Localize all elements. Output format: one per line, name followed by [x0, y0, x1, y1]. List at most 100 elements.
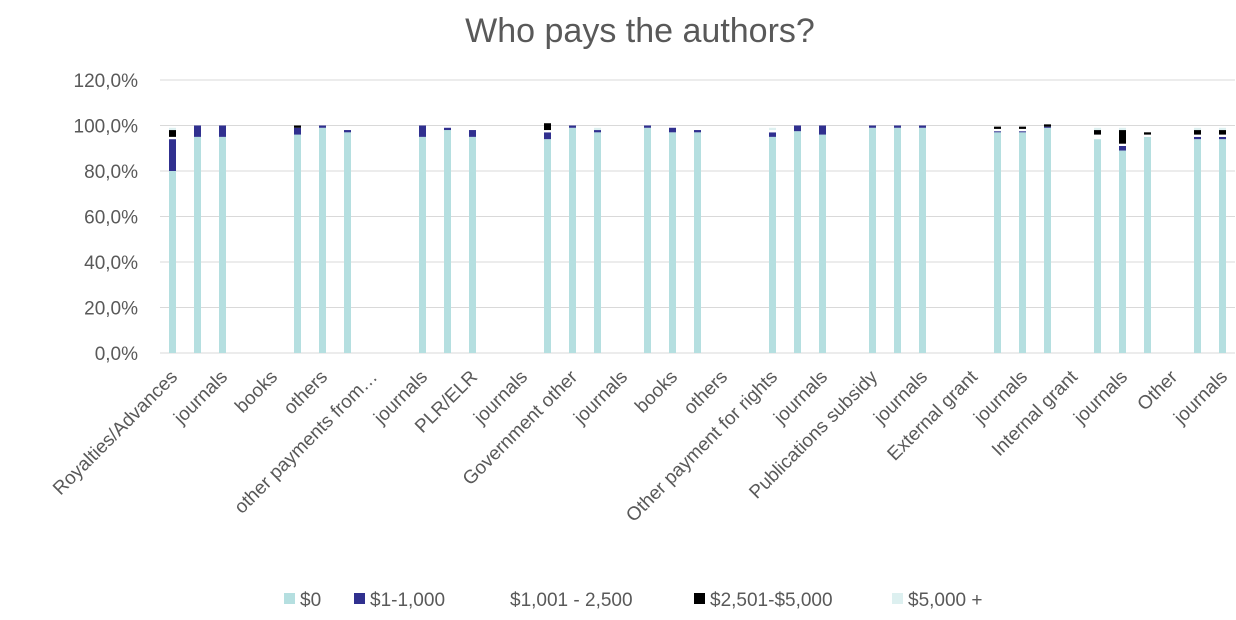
bar-segment [769, 132, 776, 137]
bar-segment [1194, 134, 1201, 137]
bar-segment [694, 132, 701, 353]
bar-segment [1144, 136, 1151, 353]
bar-segment [819, 134, 826, 353]
x-tick-label: books [231, 367, 282, 418]
bar-segment [544, 132, 551, 140]
bar-segment [1194, 130, 1201, 135]
bar-segment [194, 125, 201, 137]
bar-segment [1044, 127, 1051, 354]
y-tick-label: 0,0% [95, 344, 138, 365]
bar-segment [1044, 124, 1051, 127]
bar-segment [419, 125, 426, 137]
legend-label: $1-1,000 [370, 590, 445, 611]
bar-segment [344, 132, 351, 353]
bar-segment [994, 132, 1001, 353]
x-tick-label: External grant [884, 366, 983, 465]
bar-segment [1219, 130, 1226, 135]
y-tick-label: 40,0% [84, 253, 138, 274]
bar-segment [694, 130, 701, 133]
x-tick-label: journals [1169, 367, 1232, 430]
x-tick-label: Royalties/Advances [49, 367, 182, 500]
bar-segment [769, 136, 776, 353]
bar-segment [344, 130, 351, 133]
y-axis-ticks: 0,0% 20,0% 40,0% 60,0% 80,0% 100,0% 120,0% [74, 71, 139, 365]
bar-segment [169, 127, 176, 131]
legend-swatch [354, 593, 365, 604]
legend-label: $0 [300, 590, 321, 611]
bar-segment [919, 127, 926, 354]
legend-swatch [694, 593, 705, 604]
bar-segment [1094, 134, 1101, 140]
bar-segment [1144, 134, 1151, 137]
legend-swatch [494, 593, 505, 604]
bar-segment [1019, 131, 1026, 133]
bar-segment [1094, 130, 1101, 135]
bar-segment [469, 136, 476, 353]
bar-segment [794, 125, 801, 132]
bar-segment [1119, 127, 1126, 131]
bar-segment [594, 130, 601, 133]
bar-segment [1144, 132, 1151, 135]
bar-segment [194, 136, 201, 353]
bars [169, 123, 1226, 354]
x-tick-label: journals [569, 367, 632, 430]
bar-segment [169, 139, 176, 171]
bar-segment [169, 130, 176, 137]
bar-segment [1219, 136, 1226, 140]
bar-segment [544, 130, 551, 133]
bar-segment [594, 132, 601, 353]
bar-segment [894, 127, 901, 354]
y-tick-label: 20,0% [84, 299, 138, 320]
x-tick-label: books [631, 367, 682, 418]
bar-segment [1219, 134, 1226, 137]
bar-segment [319, 125, 326, 128]
bar-segment [769, 127, 776, 131]
bar-segment [994, 126, 1001, 129]
bar-segment [169, 136, 176, 140]
bar-segment [994, 128, 1001, 132]
bar-segment [644, 127, 651, 354]
legend-swatch [892, 593, 903, 604]
bar-segment [569, 127, 576, 354]
bar-segment [294, 127, 301, 135]
bar-segment [1219, 139, 1226, 353]
y-tick-label: 120,0% [74, 71, 139, 92]
bar-segment [819, 125, 826, 135]
x-tick-label: journals [169, 367, 232, 430]
bar-segment [569, 125, 576, 128]
legend-label: $2,501-$5,000 [710, 590, 833, 611]
bar-segment [669, 127, 676, 133]
bar-segment [1194, 127, 1201, 131]
bar-segment [769, 130, 776, 133]
bar-segment [544, 123, 551, 131]
bar-segment [894, 125, 901, 128]
bar-segment [869, 127, 876, 354]
bar-segment [169, 171, 176, 353]
bar-segment [1019, 132, 1026, 353]
bar-segment [444, 130, 451, 353]
bar-segment [1119, 143, 1126, 146]
x-tick-label: journals [1069, 367, 1132, 430]
bar-segment [419, 136, 426, 353]
bar-segment [1119, 130, 1126, 144]
bar-segment [594, 127, 601, 131]
chart-title: Who pays the authors? [465, 12, 815, 50]
bar-segment [1119, 145, 1126, 151]
bar-segment [1019, 126, 1026, 129]
bar-segment [1194, 136, 1201, 140]
legend-label: $5,000 + [908, 590, 983, 611]
bar-segment [444, 127, 451, 131]
bar-segment [1044, 126, 1051, 128]
bar-segment [869, 125, 876, 128]
bar-segment [1219, 127, 1226, 131]
legend-label: $1,001 - 2,500 [510, 590, 633, 611]
bar-segment [644, 125, 651, 128]
y-tick-label: 100,0% [74, 117, 139, 138]
bar-segment [1094, 139, 1101, 353]
bar-segment [1019, 128, 1026, 132]
bar-segment [669, 132, 676, 353]
bar-segment [794, 131, 801, 353]
bar-segment [544, 139, 551, 353]
bar-segment [994, 131, 1001, 133]
